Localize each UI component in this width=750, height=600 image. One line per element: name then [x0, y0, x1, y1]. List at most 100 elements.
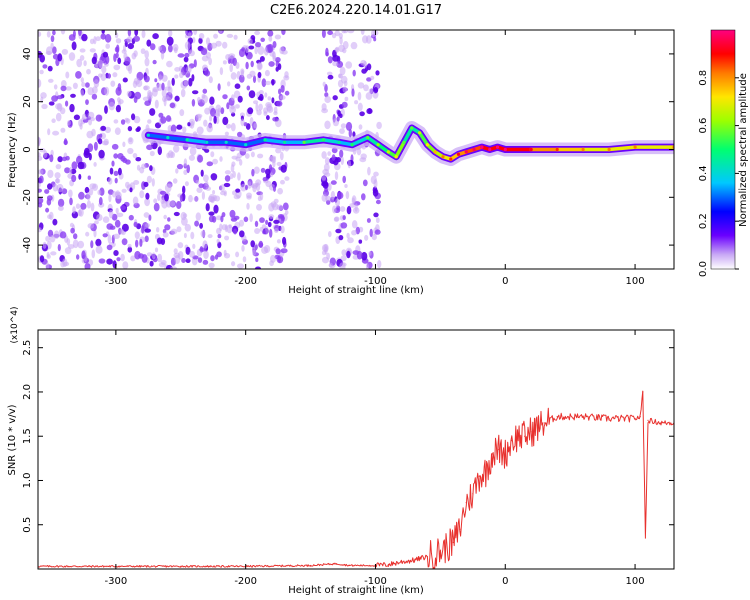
noise-speckle	[174, 74, 179, 79]
noise-speckle	[100, 73, 107, 82]
noise-speckle	[166, 152, 171, 159]
noise-speckle	[166, 36, 174, 46]
noise-speckle	[264, 69, 270, 77]
noise-speckle	[168, 30, 173, 37]
noise-speckle	[71, 174, 77, 183]
noise-speckle	[164, 86, 172, 91]
colorbar-tick-label: 0.8	[698, 70, 709, 86]
snr-point	[647, 419, 649, 421]
noise-speckle	[213, 204, 219, 214]
noise-speckle	[190, 231, 195, 240]
noise-speckle	[79, 48, 86, 53]
noise-speckle	[68, 189, 73, 198]
noise-speckle	[210, 173, 218, 181]
colorbar-tick-label: 0.2	[698, 213, 709, 229]
noise-speckle	[224, 175, 231, 182]
noise-speckle	[254, 266, 262, 269]
noise-speckle	[352, 69, 356, 77]
noise-speckle	[252, 249, 256, 256]
noise-speckle	[275, 248, 281, 255]
noise-speckle	[86, 200, 91, 209]
noise-speckle	[167, 183, 173, 188]
noise-speckle	[38, 182, 41, 188]
noise-speckle	[81, 82, 86, 88]
noise-speckle	[156, 227, 160, 233]
noise-speckle	[60, 30, 66, 35]
noise-speckle	[201, 93, 206, 99]
noise-speckle	[332, 95, 338, 101]
noise-speckle	[152, 59, 157, 65]
noise-speckle	[347, 237, 354, 244]
noise-speckle	[324, 157, 330, 165]
noise-speckle	[68, 34, 76, 41]
noise-speckle	[368, 251, 372, 256]
noise-speckle	[141, 163, 147, 170]
noise-speckle	[268, 61, 275, 67]
colorbar-gradient	[710, 29, 736, 270]
noise-speckle	[213, 33, 219, 39]
noise-speckle	[372, 90, 379, 99]
noise-speckle	[67, 120, 71, 126]
noise-speckle	[347, 159, 351, 169]
noise-speckle	[229, 105, 237, 114]
ridge-point	[472, 147, 476, 152]
noise-speckle	[250, 60, 254, 68]
noise-speckle	[165, 115, 172, 122]
noise-speckle	[208, 211, 215, 216]
noise-speckle	[161, 74, 168, 82]
noise-speckle	[361, 68, 367, 74]
noise-speckle	[370, 75, 375, 80]
noise-speckle	[187, 122, 191, 127]
noise-speckle	[152, 33, 159, 40]
ridge-segment	[321, 138, 341, 145]
noise-speckle	[127, 137, 134, 145]
noise-speckle	[69, 197, 73, 206]
snr-point	[472, 493, 474, 495]
noise-speckle	[39, 69, 44, 75]
noise-speckle	[257, 195, 262, 202]
noise-speckle	[279, 151, 284, 161]
snr-y-multiplier: (x10^4)	[10, 306, 20, 343]
noise-speckle	[373, 87, 378, 93]
noise-speckle	[339, 262, 346, 269]
noise-speckle	[95, 114, 103, 122]
noise-speckle	[80, 89, 85, 97]
noise-speckle	[84, 186, 90, 194]
noise-speckle	[254, 30, 260, 36]
noise-speckle	[52, 53, 59, 60]
noise-speckle	[46, 198, 52, 206]
snr-point	[180, 565, 182, 567]
noise-speckle	[176, 163, 184, 170]
y-tick-label: -40	[22, 237, 33, 253]
noise-speckle	[234, 83, 241, 89]
noise-speckle	[101, 65, 107, 74]
noise-speckle	[101, 30, 105, 34]
noise-speckle	[245, 184, 248, 191]
noise-speckle	[219, 223, 223, 232]
noise-speckle	[255, 103, 259, 112]
snr-point	[537, 426, 539, 428]
ridge-point	[322, 138, 326, 142]
noise-speckle	[117, 97, 121, 103]
ridge-point	[555, 147, 559, 152]
noise-speckle	[224, 131, 229, 136]
noise-speckle	[73, 114, 80, 121]
noise-speckle	[175, 168, 179, 174]
noise-speckle	[169, 200, 176, 207]
snr-point	[511, 440, 513, 442]
noise-speckle	[223, 182, 231, 188]
noise-speckle	[206, 161, 214, 167]
snr-point	[413, 559, 415, 561]
ridge-point	[205, 140, 209, 144]
noise-speckle	[272, 160, 276, 168]
noise-speckle	[284, 176, 290, 181]
noise-speckle	[212, 190, 216, 195]
noise-speckle	[115, 86, 122, 96]
noise-speckle	[209, 96, 215, 105]
noise-speckle	[78, 173, 82, 180]
noise-speckle	[253, 123, 258, 129]
noise-speckle	[75, 71, 82, 79]
noise-speckle	[158, 74, 162, 82]
noise-speckle	[47, 65, 53, 72]
